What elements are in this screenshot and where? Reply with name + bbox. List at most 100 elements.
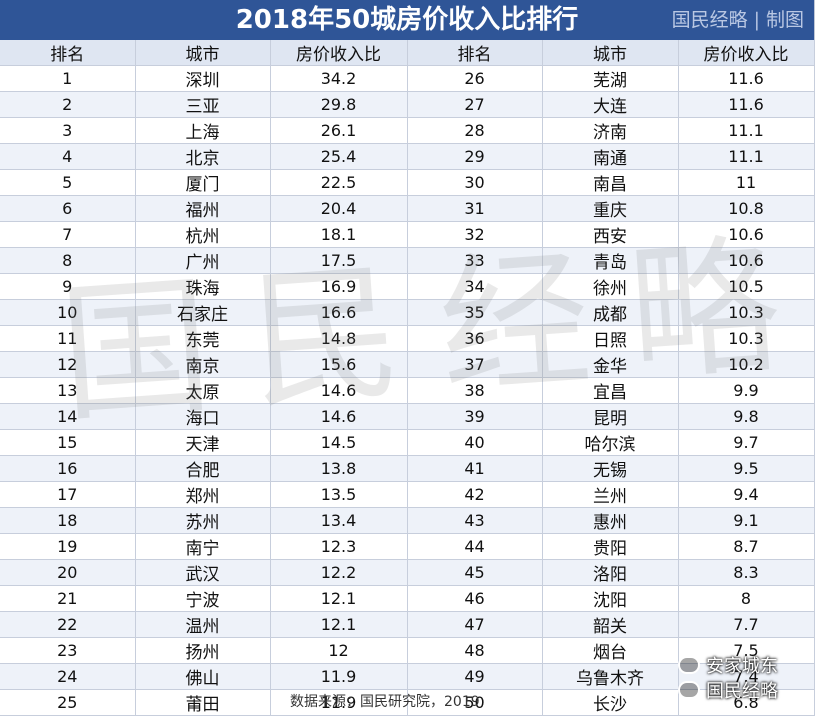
cell-city: 莆田: [135, 689, 271, 716]
table-row: 16 合肥 13.8 41 无锡 9.5: [0, 455, 815, 482]
cell-ratio: 20.4: [270, 195, 408, 222]
cell-rank: 16: [0, 455, 136, 482]
cell-rank: 15: [0, 429, 136, 456]
cell-city-2: 宜昌: [542, 377, 679, 404]
table-row: 7 杭州 18.1 32 西安 10.6: [0, 221, 815, 248]
cell-ratio-2: 8.7: [678, 533, 815, 560]
cell-rank: 22: [0, 611, 136, 638]
title-bar: 2018年50城房价收入比排行 国民经略 | 制图: [0, 0, 814, 40]
table-row: 21 宁波 12.1 46 沈阳 8: [0, 585, 815, 612]
cell-ratio: 14.6: [270, 403, 408, 430]
cell-city-2: 乌鲁木齐: [542, 663, 679, 690]
header-row: 排名 城市 房价收入比 排名 城市 房价收入比: [0, 40, 815, 66]
cell-rank-2: 43: [407, 507, 543, 534]
source-note: 数据来源：国民研究院，2019: [290, 694, 480, 710]
cell-city-2: 韶关: [542, 611, 679, 638]
cell-ratio: 17.5: [270, 247, 408, 274]
table-body: 1 深圳 34.2 26 芜湖 11.6 2 三亚 29.8 27 大连 11.6 3 上海 26.1 28 济…: [0, 65, 815, 716]
cell-ratio-2: 9.8: [678, 403, 815, 430]
cell-ratio-2: 7.4: [678, 663, 815, 690]
cell-rank-2: 41: [407, 455, 543, 482]
cell-rank: 13: [0, 377, 136, 404]
cell-ratio: 12.2: [270, 559, 408, 586]
cell-ratio-2: 10.2: [678, 351, 815, 378]
table-row: 3 上海 26.1 28 济南 11.1: [0, 117, 815, 144]
cell-ratio: 14.8: [270, 325, 408, 352]
cell-rank-2: 49: [407, 663, 543, 690]
cell-ratio-2: 10.3: [678, 299, 815, 326]
cell-city-2: 成都: [542, 299, 679, 326]
cell-rank-2: 31: [407, 195, 543, 222]
table-row: 6 福州 20.4 31 重庆 10.8: [0, 195, 815, 222]
ranking-table: 排名 城市 房价收入比 排名 城市 房价收入比 1 深圳 34.2 26 芜湖 11.6 2…: [0, 40, 815, 716]
cell-rank: 3: [0, 117, 136, 144]
cell-city: 东莞: [135, 325, 271, 352]
cell-city: 太原: [135, 377, 271, 404]
cell-rank-2: 27: [407, 91, 543, 118]
cell-rank-2: 36: [407, 325, 543, 352]
cell-rank: 24: [0, 663, 136, 690]
cell-city: 天津: [135, 429, 271, 456]
cell-rank-2: 46: [407, 585, 543, 612]
cell-ratio-2: 7.7: [678, 611, 815, 638]
table-row: 11 东莞 14.8 36 日照 10.3: [0, 325, 815, 352]
header-city-2: 城市: [542, 40, 679, 66]
cell-ratio-2: 9.7: [678, 429, 815, 456]
cell-city-2: 贵阳: [542, 533, 679, 560]
cell-city: 广州: [135, 247, 271, 274]
cell-rank-2: 38: [407, 377, 543, 404]
table-row: 15 天津 14.5 40 哈尔滨 9.7: [0, 429, 815, 456]
cell-rank: 17: [0, 481, 136, 508]
cell-city: 扬州: [135, 637, 271, 664]
cell-ratio: 13.8: [270, 455, 408, 482]
cell-city-2: 徐州: [542, 273, 679, 300]
header-rank-2: 排名: [407, 40, 543, 66]
cell-city: 宁波: [135, 585, 271, 612]
cell-ratio-2: 10.8: [678, 195, 815, 222]
cell-city-2: 兰州: [542, 481, 679, 508]
cell-city-2: 洛阳: [542, 559, 679, 586]
cell-ratio: 11.9: [270, 663, 408, 690]
cell-ratio-2: 9.1: [678, 507, 815, 534]
header-ratio: 房价收入比: [270, 40, 408, 66]
cell-ratio-2: 11.1: [678, 117, 815, 144]
cell-rank-2: 33: [407, 247, 543, 274]
cell-city: 上海: [135, 117, 271, 144]
cell-city-2: 南通: [542, 143, 679, 170]
cell-city: 厦门: [135, 169, 271, 196]
cell-rank-2: 45: [407, 559, 543, 586]
cell-ratio: 15.6: [270, 351, 408, 378]
cell-rank: 5: [0, 169, 136, 196]
cell-rank: 25: [0, 689, 136, 716]
cell-ratio-2: 7.5: [678, 637, 815, 664]
cell-rank: 14: [0, 403, 136, 430]
table-row: 20 武汉 12.2 45 洛阳 8.3: [0, 559, 815, 586]
table-row: 17 郑州 13.5 42 兰州 9.4: [0, 481, 815, 508]
cell-rank: 8: [0, 247, 136, 274]
cell-city: 北京: [135, 143, 271, 170]
cell-ratio: 12.3: [270, 533, 408, 560]
cell-city-2: 昆明: [542, 403, 679, 430]
cell-rank: 19: [0, 533, 136, 560]
cell-city: 南京: [135, 351, 271, 378]
cell-ratio-2: 9.9: [678, 377, 815, 404]
cell-rank: 2: [0, 91, 136, 118]
cell-rank-2: 30: [407, 169, 543, 196]
cell-rank-2: 47: [407, 611, 543, 638]
cell-rank: 4: [0, 143, 136, 170]
table-row: 5 厦门 22.5 30 南昌 11: [0, 169, 815, 196]
cell-rank-2: 32: [407, 221, 543, 248]
cell-city: 三亚: [135, 91, 271, 118]
cell-city: 福州: [135, 195, 271, 222]
credit-source: 国民经略: [671, 9, 748, 31]
cell-ratio-2: 8: [678, 585, 815, 612]
cell-ratio: 12: [270, 637, 408, 664]
cell-city: 郑州: [135, 481, 271, 508]
cell-rank: 1: [0, 65, 136, 92]
cell-ratio: 16.6: [270, 299, 408, 326]
table-row: 2 三亚 29.8 27 大连 11.6: [0, 91, 815, 118]
page-title: 2018年50城房价收入比排行: [235, 5, 579, 35]
table-row: 1 深圳 34.2 26 芜湖 11.6: [0, 65, 815, 92]
credit-label: 国民经略 | 制图: [672, 0, 804, 40]
